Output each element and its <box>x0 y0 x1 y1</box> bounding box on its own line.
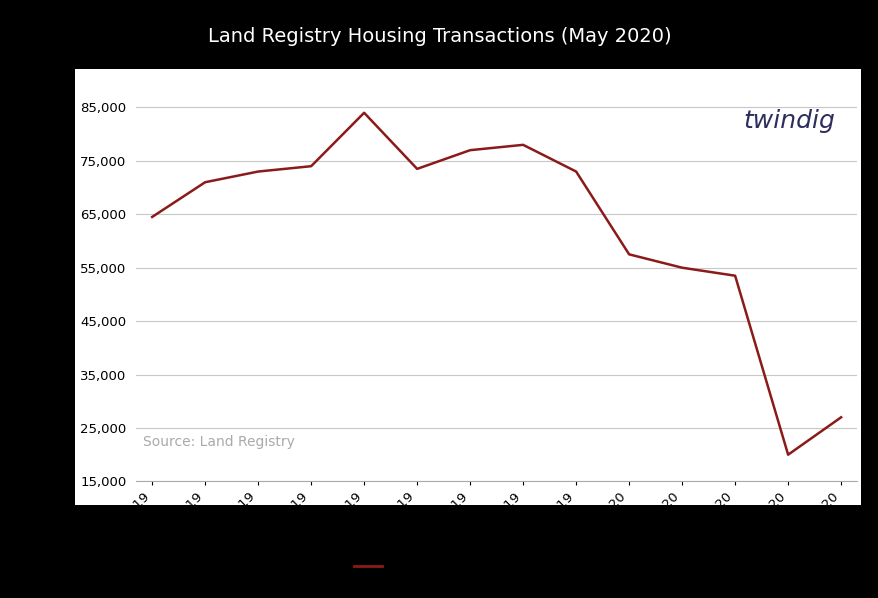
Text: Source: Land Registry: Source: Land Registry <box>143 435 295 449</box>
Text: Land Registry Housing Transactions (May 2020): Land Registry Housing Transactions (May … <box>207 27 671 46</box>
Legend: England and Wales: England and Wales <box>348 554 530 579</box>
Text: twindig: twindig <box>743 109 834 133</box>
